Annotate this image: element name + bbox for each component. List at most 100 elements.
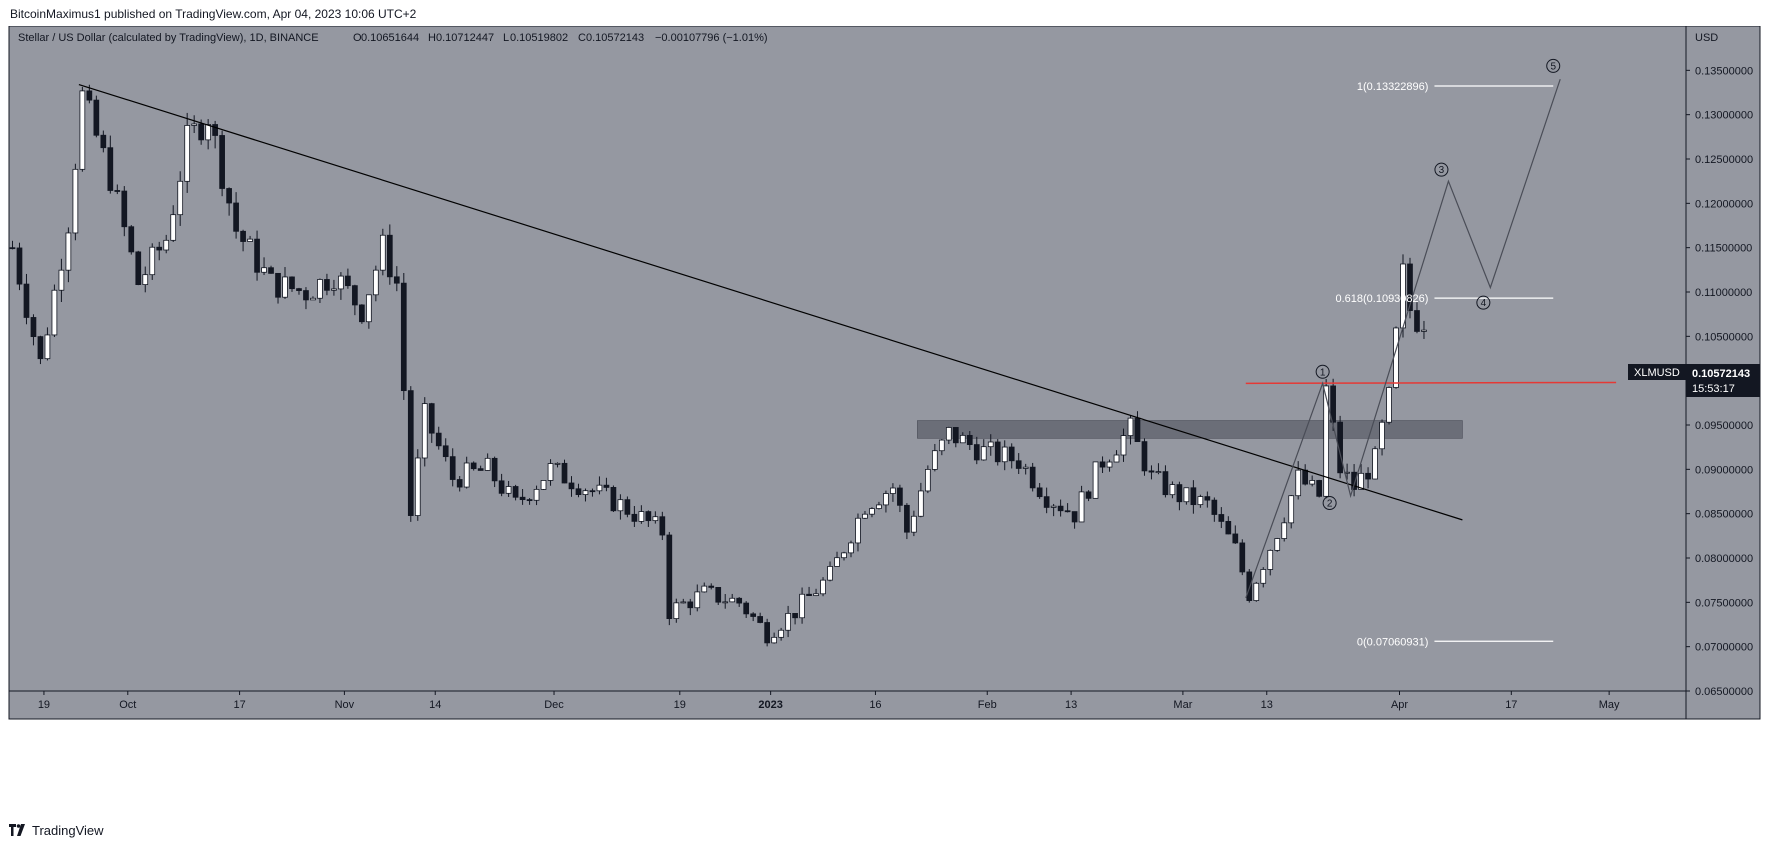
candle[interactable] (366, 294, 372, 329)
candle[interactable] (771, 632, 777, 644)
wave-label-4[interactable]: 4 (1476, 295, 1491, 310)
candle[interactable] (841, 551, 847, 561)
candle[interactable] (184, 112, 191, 193)
candle[interactable] (512, 484, 519, 501)
time-axis[interactable] (8, 690, 1687, 720)
candle[interactable] (1358, 464, 1364, 490)
candle[interactable] (659, 511, 666, 541)
candle[interactable] (911, 510, 917, 537)
candle[interactable] (680, 598, 687, 604)
candle[interactable] (820, 577, 826, 597)
candle[interactable] (631, 506, 638, 527)
candle[interactable] (1071, 511, 1078, 529)
candle[interactable] (428, 402, 435, 443)
candle[interactable] (379, 228, 386, 276)
candle[interactable] (785, 605, 791, 638)
candle[interactable] (400, 272, 407, 400)
candle[interactable] (386, 224, 393, 285)
candle[interactable] (568, 476, 575, 497)
candle[interactable] (435, 426, 442, 450)
candle[interactable] (1057, 499, 1064, 517)
candle[interactable] (498, 473, 505, 497)
candle[interactable] (289, 276, 295, 292)
candle[interactable] (275, 272, 281, 304)
chart-container[interactable]: 1(0.13322896) 0.618(0.10930826) 0(0.070609… (0, 25, 1777, 819)
candle[interactable] (463, 456, 470, 489)
candle[interactable] (701, 582, 708, 593)
plot-area[interactable] (9, 26, 1686, 691)
candle[interactable] (1064, 503, 1071, 513)
candle[interactable] (1155, 463, 1162, 475)
candle[interactable] (848, 540, 854, 558)
candle[interactable] (883, 490, 889, 513)
candle[interactable] (359, 304, 365, 324)
candle[interactable] (638, 505, 645, 524)
candle[interactable] (1015, 453, 1022, 475)
candle[interactable] (37, 335, 44, 365)
candle[interactable] (1421, 320, 1427, 339)
candle[interactable] (729, 593, 736, 603)
candle[interactable] (1351, 464, 1357, 497)
candle[interactable] (987, 434, 994, 456)
candle[interactable] (547, 459, 554, 486)
candle[interactable] (268, 265, 274, 274)
candle[interactable] (778, 627, 784, 641)
candle[interactable] (296, 287, 302, 295)
descending-trendline[interactable] (78, 83, 1463, 521)
candle[interactable] (876, 501, 882, 510)
candle[interactable] (177, 171, 184, 226)
candle[interactable] (1176, 481, 1183, 511)
candle[interactable] (107, 135, 114, 194)
candle[interactable] (1232, 525, 1239, 544)
candle[interactable] (1043, 487, 1050, 514)
candle[interactable] (128, 225, 135, 255)
candle[interactable] (1106, 459, 1113, 472)
candle[interactable] (1078, 485, 1085, 523)
candle[interactable] (331, 279, 337, 296)
candle[interactable] (715, 587, 722, 605)
candle[interactable] (1225, 516, 1232, 535)
candle[interactable] (1141, 438, 1148, 476)
wave-label-3[interactable]: 3 (1434, 162, 1449, 177)
candle[interactable] (1337, 415, 1343, 479)
candle[interactable] (23, 273, 30, 325)
candle[interactable] (1029, 462, 1036, 492)
candle[interactable] (673, 598, 680, 623)
candle[interactable] (1127, 415, 1134, 445)
candle[interactable] (505, 480, 512, 497)
candle[interactable] (1239, 539, 1246, 576)
candle[interactable] (484, 453, 491, 471)
candle[interactable] (303, 287, 309, 310)
candle[interactable] (1407, 257, 1413, 319)
candle[interactable] (421, 397, 428, 467)
candle[interactable] (1414, 302, 1420, 334)
candle[interactable] (1050, 503, 1057, 517)
candle[interactable] (827, 561, 833, 582)
wave-label-5[interactable]: 5 (1546, 58, 1561, 73)
candle[interactable] (1183, 487, 1190, 505)
candle[interactable] (282, 267, 288, 299)
candle[interactable] (1036, 483, 1043, 499)
candle[interactable] (93, 95, 100, 138)
candle[interactable] (9, 240, 16, 250)
candle[interactable] (1267, 549, 1274, 576)
candle[interactable] (945, 426, 952, 445)
candle[interactable] (855, 513, 861, 552)
candle[interactable] (757, 612, 764, 624)
candle[interactable] (708, 583, 715, 590)
candle[interactable] (79, 86, 86, 172)
candle[interactable] (1169, 481, 1176, 499)
candle[interactable] (240, 229, 246, 252)
candle[interactable] (352, 284, 358, 316)
candle[interactable] (799, 587, 805, 624)
candle[interactable] (163, 234, 170, 254)
candle[interactable] (519, 488, 526, 505)
candle[interactable] (254, 230, 260, 281)
candle[interactable] (317, 278, 323, 304)
candle[interactable] (135, 250, 142, 286)
candle[interactable] (1365, 467, 1371, 489)
candlestick-chart[interactable]: 1(0.13322896) 0.618(0.10930826) 0(0.070609… (0, 25, 1777, 819)
candle[interactable] (414, 449, 421, 521)
candle[interactable] (1092, 461, 1099, 499)
candle[interactable] (142, 266, 149, 293)
